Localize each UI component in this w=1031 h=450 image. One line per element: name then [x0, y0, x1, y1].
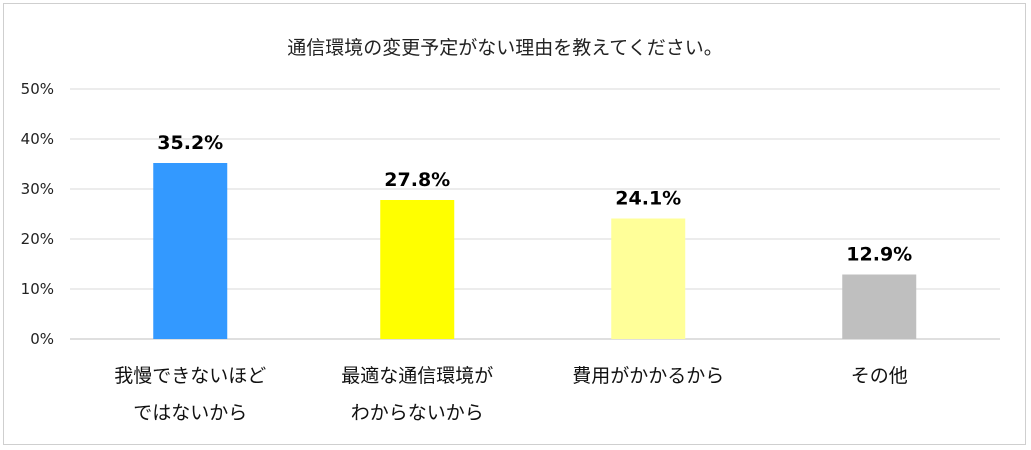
bar — [380, 200, 455, 339]
data-label: 24.1% — [615, 188, 681, 210]
category-label: 我慢できないほど — [114, 365, 266, 387]
category-label: 費用がかかるから — [572, 365, 724, 387]
y-tick-label: 0% — [30, 330, 54, 348]
data-labels: 35.2% 27.8% 24.1% 12.9% — [157, 132, 912, 266]
y-axis-ticks: 0% 10% 20% 30% 40% 50% — [21, 80, 54, 348]
bar — [842, 274, 917, 339]
data-label: 27.8% — [384, 169, 450, 191]
y-tick-label: 40% — [21, 130, 54, 148]
bar — [153, 163, 228, 339]
category-label: わからないから — [351, 402, 484, 424]
bars — [153, 163, 917, 339]
y-tick-label: 30% — [21, 180, 54, 198]
bar — [611, 218, 686, 339]
category-label: その他 — [851, 365, 908, 387]
data-label: 35.2% — [157, 132, 223, 154]
category-label: ではないから — [133, 402, 247, 424]
y-tick-label: 20% — [21, 230, 54, 248]
category-label: 最適な通信環境が — [341, 365, 493, 387]
data-label: 12.9% — [846, 244, 912, 266]
y-tick-label: 10% — [21, 280, 54, 298]
chart-title: 通信環境の変更予定がない理由を教えてください。 — [287, 37, 722, 59]
y-tick-label: 50% — [21, 80, 54, 98]
